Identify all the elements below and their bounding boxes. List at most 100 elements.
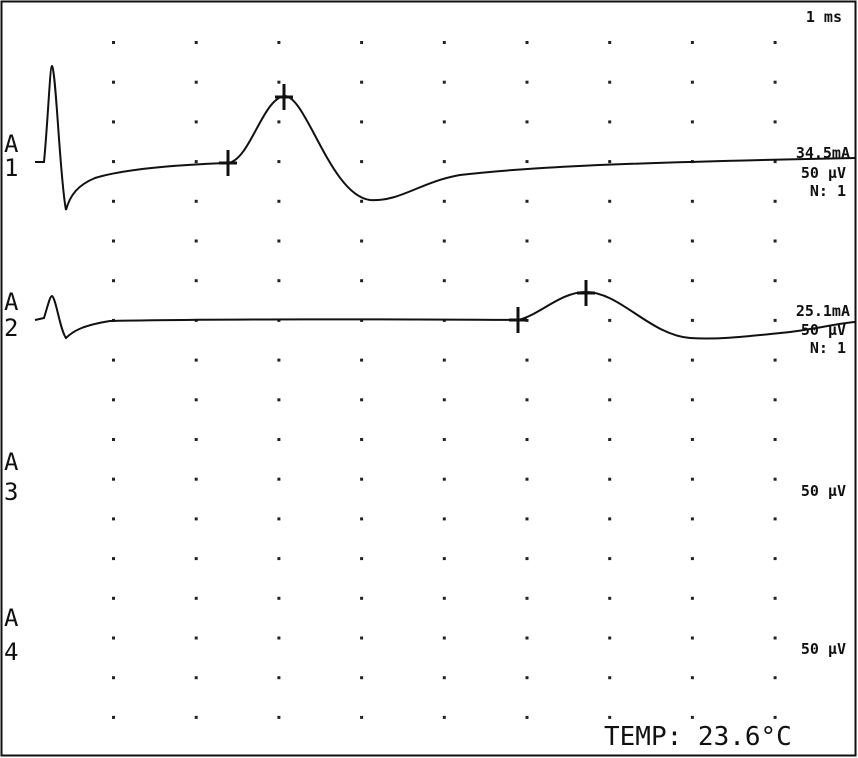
cursor-marker <box>275 84 293 110</box>
grid-dot <box>360 279 364 283</box>
grid-dot <box>112 715 115 719</box>
grid-dot <box>525 160 529 164</box>
grid-dot <box>442 715 446 719</box>
grid-dot <box>690 715 694 719</box>
grid-dot <box>277 120 281 124</box>
channel-label: A <box>4 448 19 476</box>
grid-dot <box>277 239 281 243</box>
grid-dot <box>442 636 446 640</box>
grid-dot <box>112 557 115 561</box>
grid-dot <box>194 557 198 561</box>
grid-dot <box>112 676 115 680</box>
grid-dot <box>608 477 612 481</box>
grid-dot <box>690 477 694 481</box>
grid-dot <box>360 477 364 481</box>
grid-dot <box>112 596 115 600</box>
grid-dot <box>525 80 529 84</box>
grid-dot <box>525 557 529 561</box>
grid-dot <box>112 120 115 124</box>
grid-dot <box>277 676 281 680</box>
grid-dot <box>277 636 281 640</box>
channel-number: 4 <box>4 638 18 666</box>
grid-dot <box>608 160 612 164</box>
grid-dot <box>773 80 777 84</box>
grid-dot <box>360 239 364 243</box>
grid-dot <box>690 239 694 243</box>
grid-dot <box>194 120 198 124</box>
cursor-marker <box>509 307 527 333</box>
grid-dot <box>442 398 446 402</box>
grid-dot <box>525 438 529 441</box>
channel-label: A <box>4 288 19 316</box>
grid-dot <box>608 636 612 640</box>
grid-dot <box>277 279 281 283</box>
grid-dot <box>608 596 612 600</box>
grid-dot <box>194 80 198 84</box>
grid-dot <box>690 358 694 362</box>
grid-dot <box>690 318 694 322</box>
grid-dot <box>277 80 281 84</box>
grid-dot <box>360 557 364 561</box>
grid-dot <box>608 557 612 561</box>
time-scale: 1 ms <box>806 8 842 26</box>
grid-dot <box>194 676 198 680</box>
grid-dot <box>194 279 198 283</box>
grid-dot <box>277 358 281 362</box>
grid-dot <box>277 517 281 521</box>
grid-dot <box>525 279 529 283</box>
grid-dot <box>194 438 198 441</box>
grid-dot <box>194 596 198 600</box>
grid-dot <box>773 398 777 402</box>
grid-dot <box>608 41 612 44</box>
grid-dot <box>773 279 777 283</box>
grid-dot <box>525 596 529 600</box>
sensitivity: 50 µV <box>801 640 846 658</box>
grid-dot <box>112 239 115 243</box>
grid-dot <box>608 358 612 362</box>
cursor-marker <box>219 150 237 176</box>
grid-dot <box>773 517 777 521</box>
grid-dot <box>194 239 198 243</box>
grid-dot <box>690 279 694 283</box>
channel-number: 3 <box>4 478 18 506</box>
grid-dot <box>690 41 694 44</box>
averages: N: 1 <box>810 339 846 357</box>
grid-dot <box>194 636 198 640</box>
grid-dot <box>277 596 281 600</box>
grid-dot <box>773 715 777 719</box>
sensitivity: 50 µV <box>801 164 846 182</box>
grid-dot <box>773 636 777 640</box>
grid-dot <box>525 358 529 362</box>
grid-dot <box>525 715 529 719</box>
grid-dot <box>112 80 115 84</box>
grid-dot <box>442 120 446 124</box>
grid-dot <box>525 199 529 203</box>
grid-dot <box>112 438 115 441</box>
grid-dot <box>194 199 198 203</box>
grid-dot <box>112 636 115 640</box>
grid-dot <box>608 279 612 283</box>
grid-dot <box>112 279 115 283</box>
grid-dot <box>608 438 612 441</box>
grid-dot <box>277 199 281 203</box>
trace-2 <box>34 290 856 340</box>
grid-dot <box>112 41 115 44</box>
grid-dot <box>442 279 446 283</box>
grid-dot <box>608 80 612 84</box>
grid-dot <box>690 636 694 640</box>
grid-dot <box>525 517 529 521</box>
grid-dot <box>112 160 115 164</box>
grid-dot <box>442 41 446 44</box>
channel-number: 1 <box>4 154 18 182</box>
channel-number: 2 <box>4 314 18 342</box>
grid-dot <box>277 715 281 719</box>
grid-dot <box>773 41 777 44</box>
grid-dot <box>277 557 281 561</box>
grid-dot <box>773 438 777 441</box>
grid-dot <box>690 120 694 124</box>
grid-dot <box>608 318 612 322</box>
grid-dot <box>194 41 198 44</box>
grid-dot <box>608 120 612 124</box>
channel-label: A <box>4 604 19 632</box>
